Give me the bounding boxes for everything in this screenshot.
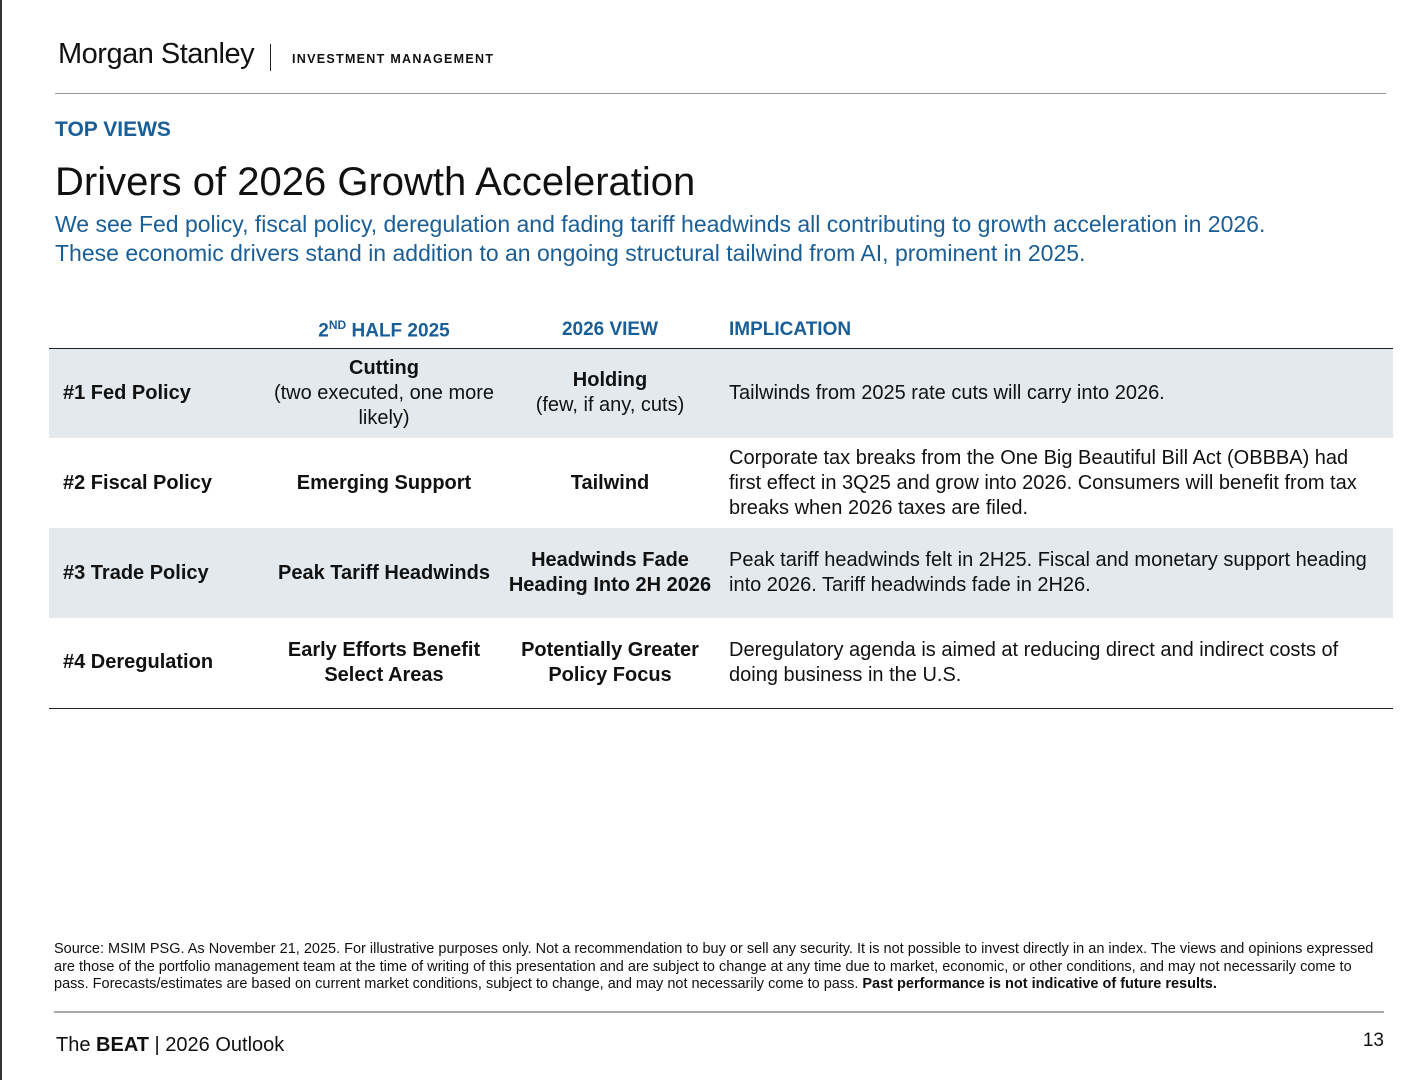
table-row: #2 Fiscal Policy Emerging Support Tailwi…	[49, 438, 1393, 528]
view-2026-cell: Tailwind	[570, 471, 650, 494]
half-2025-cell: Early Efforts Benefit Select Areas	[271, 618, 497, 709]
division-label: INVESTMENT MANAGEMENT	[292, 52, 495, 66]
source-note: Source: MSIM PSG. As November 21, 2025. …	[54, 941, 1374, 992]
page-title: Drivers of 2026 Growth Acceleration	[55, 160, 696, 204]
half-2025-cell: Cutting (two executed, one more likely)	[271, 348, 497, 438]
footer-title: The BEAT | 2026 Outlook	[56, 1034, 285, 1056]
row-label: #2 Fiscal Policy	[63, 471, 212, 494]
header-rule	[55, 93, 1386, 94]
footer-rule	[54, 1011, 1384, 1013]
row-label: #1 Fed Policy	[49, 348, 271, 438]
row-label: #3 Trade Policy	[49, 528, 271, 618]
implication-cell: Peak tariff headwinds felt in 2H25. Fisc…	[723, 528, 1393, 618]
drivers-table: 2ND HALF 2025 2026 VIEW IMPLICATION #1 F…	[49, 312, 1393, 709]
view-2026-cell: Headwinds Fade Heading Into 2H 2026	[497, 528, 723, 618]
half-2025-cell: Peak Tariff Headwinds	[271, 528, 497, 618]
subtitle-line: We see Fed policy, fiscal policy, deregu…	[55, 211, 1266, 237]
implication-cell: Corporate tax breaks from the One Big Be…	[729, 446, 1357, 519]
logo-divider	[270, 44, 271, 71]
subtitle-line: These economic drivers stand in addition…	[55, 240, 1086, 266]
table-header: 2ND HALF 2025 2026 VIEW IMPLICATION	[49, 312, 1393, 349]
view-2026-cell: Holding (few, if any, cuts)	[497, 348, 723, 438]
header-2h2025: 2ND HALF 2025	[271, 312, 497, 349]
logo: Morgan Stanley	[58, 38, 255, 70]
half-2025-cell: Emerging Support	[296, 471, 472, 494]
page-border	[0, 0, 2, 1080]
implication-cell: Tailwinds from 2025 rate cuts will carry…	[723, 348, 1393, 438]
table-row: #3 Trade Policy Peak Tariff Headwinds He…	[49, 528, 1393, 618]
header-2026-view: 2026 VIEW	[497, 312, 723, 349]
page-number: 13	[1362, 1030, 1384, 1051]
header-blank	[49, 312, 271, 349]
implication-cell: Deregulatory agenda is aimed at reducing…	[723, 618, 1393, 709]
row-label: #4 Deregulation	[49, 618, 271, 709]
table-row: #4 Deregulation Early Efforts Benefit Se…	[49, 618, 1393, 709]
subtitle: We see Fed policy, fiscal policy, deregu…	[55, 210, 1265, 268]
table-row: #1 Fed Policy Cutting (two executed, one …	[49, 348, 1393, 438]
header-implication: IMPLICATION	[723, 312, 1393, 349]
view-2026-cell: Potentially Greater Policy Focus	[497, 618, 723, 709]
section-kicker: TOP VIEWS	[55, 118, 171, 141]
